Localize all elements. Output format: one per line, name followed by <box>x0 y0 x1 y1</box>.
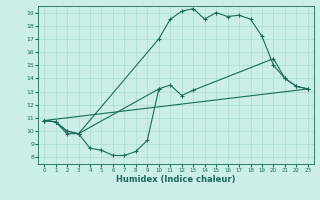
X-axis label: Humidex (Indice chaleur): Humidex (Indice chaleur) <box>116 175 236 184</box>
